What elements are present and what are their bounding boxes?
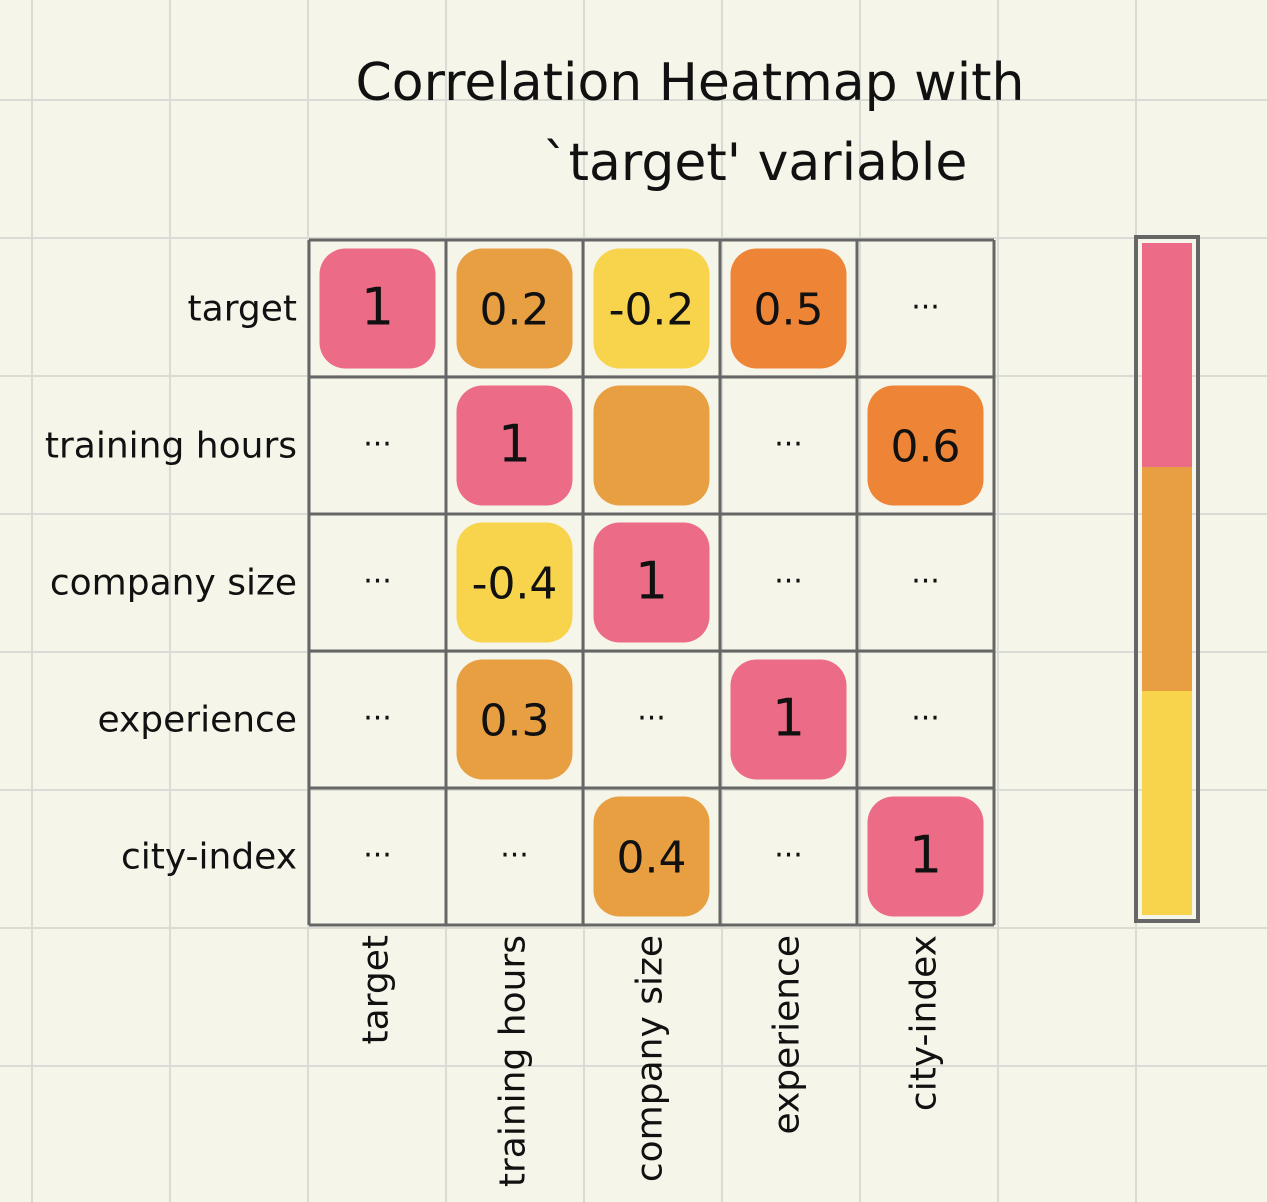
colorbar-segment-mid — [1142, 467, 1192, 691]
heatmap-cell-label: 0.2 — [480, 285, 550, 336]
heatmap-cell-fill — [867, 385, 984, 506]
heatmap-cell-label: 1 — [498, 415, 531, 475]
row-labels: target training hours company size experien… — [45, 289, 297, 878]
colorbar-segment-high — [1142, 243, 1192, 467]
row-label-company-size: company size — [50, 563, 297, 604]
heatmap-cell-label: ... — [500, 830, 529, 865]
heatmap-cell-fill — [593, 796, 710, 917]
chart-title-line1: Correlation Heatmap with — [356, 53, 1025, 113]
colorbar — [1134, 235, 1200, 923]
row-label-target: target — [188, 289, 297, 330]
heatmap-cell-label: 0.5 — [754, 285, 824, 336]
heatmap-cell-fill — [456, 522, 573, 643]
chart-title-line2: `target' variable — [543, 133, 968, 193]
heatmap-cells: 1 0.2 -0.2 0.5...... 1... 0.6... -0.4 1........… — [319, 248, 984, 917]
heatmap-cell-label: 1 — [635, 552, 668, 612]
row-label-city-index: city-index — [121, 837, 297, 878]
heatmap-cell-label: ... — [363, 693, 392, 728]
heatmap-cell-label: -0.2 — [609, 285, 695, 336]
column-labels: target training hours company size experien… — [356, 935, 945, 1187]
heatmap-cell-label: 0.4 — [617, 833, 687, 884]
column-label-training-hours: training hours — [493, 935, 534, 1187]
heatmap-cell-label: ... — [911, 282, 940, 317]
heatmap-cell-fill — [456, 659, 573, 780]
heatmap-cell-fill — [456, 385, 573, 506]
heatmap-cell-label: ... — [911, 556, 940, 591]
heatmap-cell-fill — [730, 659, 847, 780]
row-label-experience: experience — [97, 700, 297, 741]
colorbar-segment-low — [1142, 691, 1192, 915]
heatmap-cell-label: 0.6 — [891, 422, 961, 473]
heatmap-cell-label: 1 — [772, 689, 805, 749]
heatmap-cell-fill — [456, 248, 573, 369]
heatmap-cell-label: ... — [363, 556, 392, 591]
heatmap-cell-label: ... — [363, 830, 392, 865]
heatmap-cell-label: -0.4 — [472, 559, 558, 610]
heatmap-cell-label: 1 — [361, 278, 394, 338]
column-label-city-index: city-index — [904, 935, 945, 1111]
column-label-target: target — [356, 935, 397, 1044]
heatmap-cell-fill — [319, 248, 436, 369]
heatmap-cell-label: ... — [774, 830, 803, 865]
heatmap-cell-fill — [593, 522, 710, 643]
column-label-experience: experience — [767, 935, 808, 1135]
heatmap-cell-fill — [593, 385, 710, 506]
heatmap-cell-label: ... — [637, 693, 666, 728]
heatmap-cell-label: 0.3 — [480, 696, 550, 747]
colorbar-frame — [1134, 235, 1200, 923]
heatmap-cell-label: ... — [911, 693, 940, 728]
heatmap-cell-label: 1 — [909, 826, 942, 886]
heatmap-cell-label: ... — [363, 419, 392, 454]
heatmap-cell-label: ... — [774, 419, 803, 454]
heatmap-grid — [307, 238, 996, 927]
heatmap-cell-fill — [867, 796, 984, 917]
row-label-training-hours: training hours — [45, 426, 297, 467]
column-label-company-size: company size — [630, 935, 671, 1182]
heatmap-cell-fill — [730, 248, 847, 369]
heatmap-cell-fill — [593, 248, 710, 369]
heatmap-cell-label: ... — [774, 556, 803, 591]
